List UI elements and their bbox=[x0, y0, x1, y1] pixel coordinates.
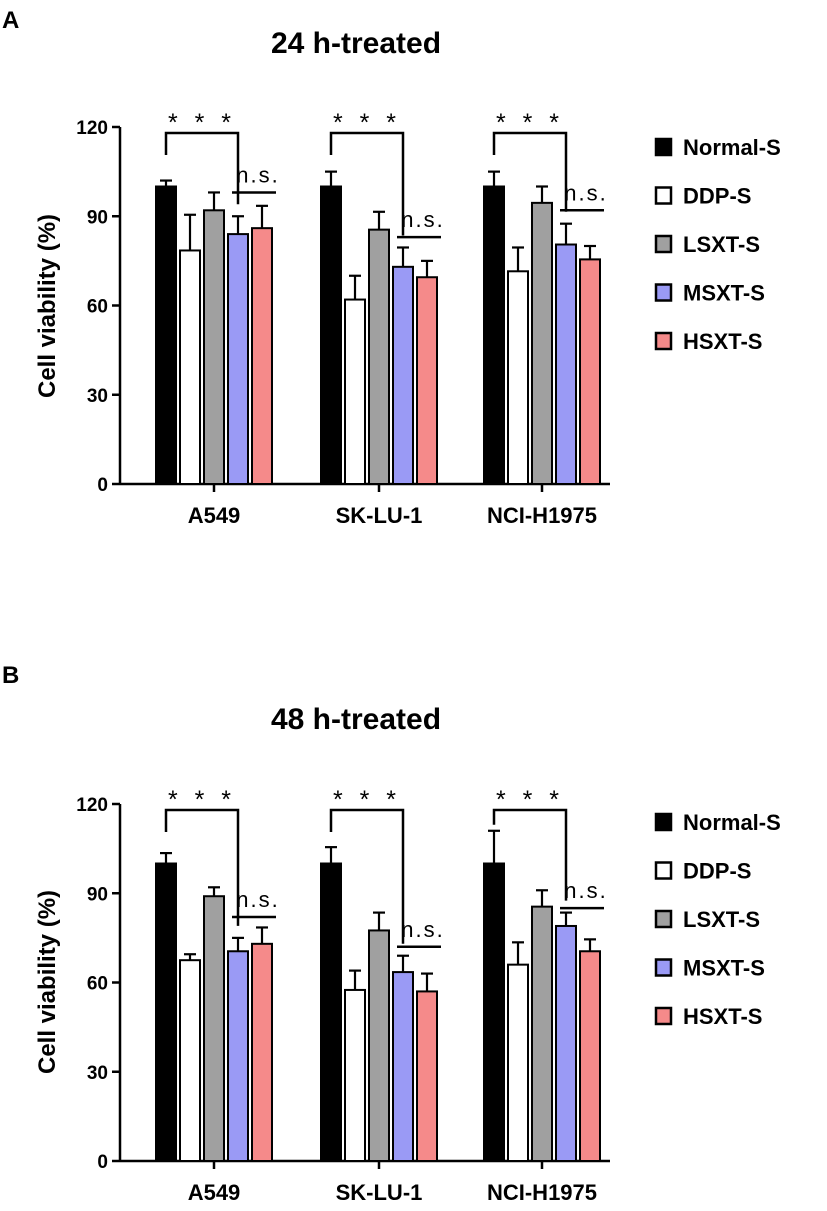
legend-label-ddp-s: DDP-S bbox=[683, 859, 751, 884]
significance-label-a549: * * * bbox=[168, 109, 236, 137]
bar-lsxt-s-sk-lu-1 bbox=[368, 228, 390, 485]
ns-label-a549: n.s. bbox=[236, 162, 279, 187]
legend-swatch-lsxt-s bbox=[654, 234, 673, 254]
bar-normal-s-sk-lu-1 bbox=[320, 185, 342, 485]
significance-bracket-nci-h1975 bbox=[492, 808, 568, 901]
y-tick-label-120: 120 bbox=[76, 795, 108, 816]
bar-lsxt-s-a549 bbox=[203, 895, 225, 1162]
ns-label-sk-lu-1: n.s. bbox=[401, 917, 444, 942]
bar-msxt-s-sk-lu-1 bbox=[392, 971, 414, 1163]
panel-label-b: B bbox=[2, 662, 19, 689]
y-tick-label-60: 60 bbox=[87, 974, 108, 995]
y-tick-label-120: 120 bbox=[76, 118, 108, 139]
chart-title-b: 48 h-treated bbox=[271, 703, 441, 736]
panel-label-a: A bbox=[2, 7, 19, 34]
bar-lsxt-s-a549 bbox=[203, 209, 225, 486]
legend-label-lsxt-s: LSXT-S bbox=[683, 232, 760, 257]
legend-swatch-ddp-s bbox=[654, 861, 673, 880]
bar-ddp-s-nci-h1975 bbox=[507, 963, 529, 1163]
bar-lsxt-s-nci-h1975 bbox=[531, 201, 553, 486]
bar-ddp-s-sk-lu-1 bbox=[344, 988, 366, 1162]
y-tick-label-30: 30 bbox=[87, 1063, 108, 1084]
bar-ddp-s-sk-lu-1 bbox=[344, 298, 366, 485]
legend-swatch-normal-s bbox=[654, 137, 673, 157]
x-category-label-sk-lu-1: SK-LU-1 bbox=[336, 1180, 423, 1205]
legend-label-msxt-s: MSXT-S bbox=[683, 281, 765, 306]
legend-label-hsxt-s: HSXT-S bbox=[683, 1004, 762, 1029]
bar-hsxt-s-nci-h1975 bbox=[579, 258, 601, 486]
y-tick-label-30: 30 bbox=[87, 386, 108, 407]
legend-swatch-normal-s bbox=[654, 812, 673, 832]
bar-lsxt-s-sk-lu-1 bbox=[368, 929, 390, 1162]
legend-label-normal-s: Normal-S bbox=[683, 810, 781, 835]
ns-label-a549: n.s. bbox=[236, 887, 279, 912]
bar-msxt-s-sk-lu-1 bbox=[392, 265, 414, 486]
bar-hsxt-s-sk-lu-1 bbox=[416, 276, 438, 485]
legend-swatch-lsxt-s bbox=[654, 909, 673, 929]
significance-label-a549: * * * bbox=[168, 786, 236, 814]
bar-msxt-s-nci-h1975 bbox=[555, 924, 577, 1162]
significance-bracket-a549 bbox=[164, 808, 240, 926]
x-category-label-sk-lu-1: SK-LU-1 bbox=[336, 503, 423, 528]
bar-lsxt-s-nci-h1975 bbox=[531, 905, 553, 1163]
x-category-label-nci-h1975: NCI-H1975 bbox=[487, 503, 597, 528]
significance-bracket-nci-h1975 bbox=[492, 131, 568, 212]
significance-label-nci-h1975: * * * bbox=[496, 786, 564, 814]
significance-label-nci-h1975: * * * bbox=[496, 109, 564, 137]
ns-label-nci-h1975: n.s. bbox=[564, 180, 607, 205]
y-tick-label-90: 90 bbox=[87, 884, 108, 905]
legend-swatch-hsxt-s bbox=[654, 1006, 673, 1026]
bar-msxt-s-a549 bbox=[227, 950, 249, 1163]
legend-label-msxt-s: MSXT-S bbox=[683, 956, 765, 981]
chart-title-a: 24 h-treated bbox=[271, 27, 441, 60]
legend-swatch-hsxt-s bbox=[654, 331, 673, 351]
bar-ddp-s-a549 bbox=[179, 959, 201, 1162]
bar-normal-s-nci-h1975 bbox=[483, 862, 505, 1162]
legend-label-ddp-s: DDP-S bbox=[683, 184, 751, 209]
y-tick-label-90: 90 bbox=[87, 207, 108, 228]
bar-normal-s-nci-h1975 bbox=[483, 185, 505, 485]
y-tick-label-0: 0 bbox=[97, 1152, 108, 1173]
bar-hsxt-s-nci-h1975 bbox=[579, 950, 601, 1163]
bar-msxt-s-nci-h1975 bbox=[555, 243, 577, 485]
legend-label-hsxt-s: HSXT-S bbox=[683, 329, 762, 354]
bar-ddp-s-a549 bbox=[179, 249, 201, 485]
x-category-label-a549: A549 bbox=[188, 1180, 241, 1205]
y-tick-label-60: 60 bbox=[87, 297, 108, 318]
bar-hsxt-s-a549 bbox=[251, 942, 273, 1163]
x-category-label-a549: A549 bbox=[188, 503, 241, 528]
legend-label-normal-s: Normal-S bbox=[683, 135, 781, 160]
significance-bracket-sk-lu-1 bbox=[329, 808, 405, 944]
legend-swatch-msxt-s bbox=[654, 283, 673, 302]
bar-hsxt-s-a549 bbox=[251, 227, 273, 485]
y-axis-label-b: Cell viability (%) bbox=[34, 890, 61, 1074]
legend-swatch-msxt-s bbox=[654, 958, 673, 977]
x-category-label-nci-h1975: NCI-H1975 bbox=[487, 1180, 597, 1205]
ns-label-sk-lu-1: n.s. bbox=[401, 207, 444, 232]
significance-bracket-a549 bbox=[164, 131, 240, 205]
bar-ddp-s-nci-h1975 bbox=[507, 270, 529, 485]
chart-panel-b: 0 30 60 90 120 A549 SK-LU-1 NCI-H1975 * * * n.s. *… bbox=[76, 786, 781, 1205]
y-tick-label-0: 0 bbox=[97, 475, 108, 496]
bar-normal-s-a549 bbox=[155, 185, 177, 485]
bar-msxt-s-a549 bbox=[227, 233, 249, 485]
significance-label-sk-lu-1: * * * bbox=[333, 786, 401, 814]
legend-swatch-ddp-s bbox=[654, 186, 673, 205]
y-axis-label-a: Cell viability (%) bbox=[34, 214, 61, 398]
bar-normal-s-a549 bbox=[155, 862, 177, 1162]
significance-label-sk-lu-1: * * * bbox=[333, 109, 401, 137]
bar-hsxt-s-sk-lu-1 bbox=[416, 990, 438, 1162]
significance-bracket-sk-lu-1 bbox=[329, 131, 405, 236]
legend-label-lsxt-s: LSXT-S bbox=[683, 907, 760, 932]
ns-label-nci-h1975: n.s. bbox=[564, 878, 607, 903]
bar-normal-s-sk-lu-1 bbox=[320, 862, 342, 1162]
